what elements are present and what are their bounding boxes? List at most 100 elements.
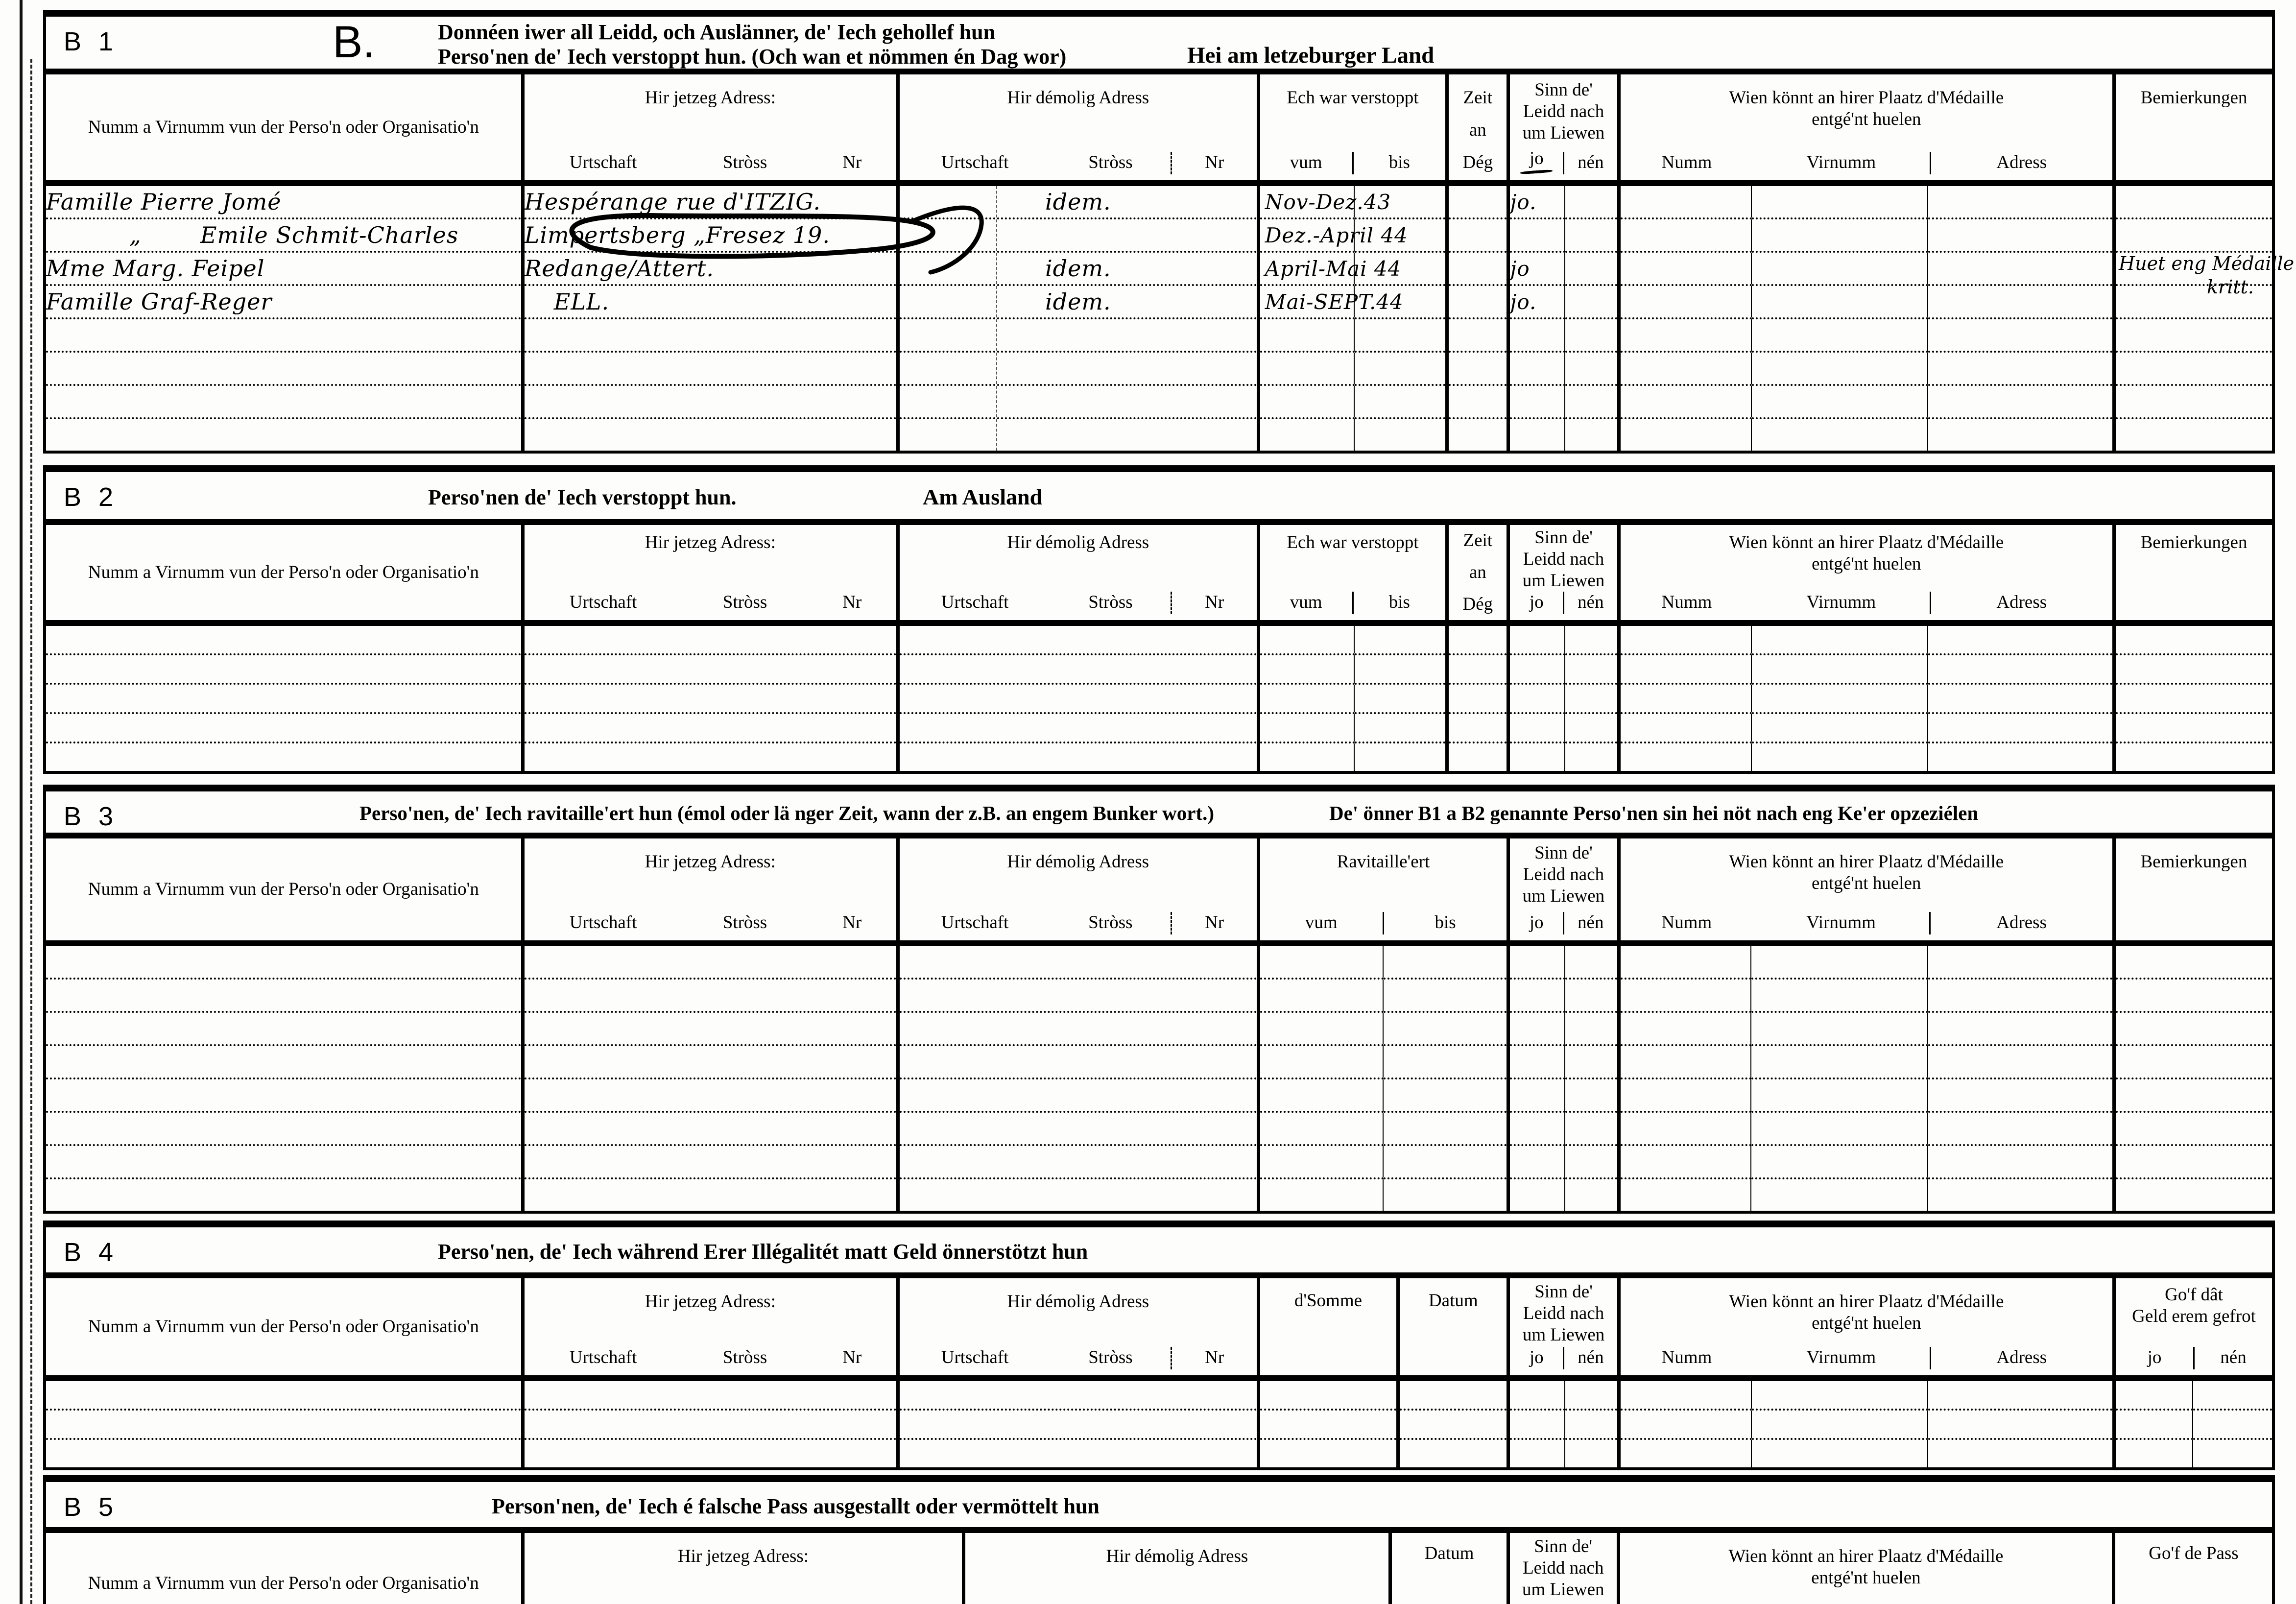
b3-empty-row: [45, 1012, 2273, 1046]
b2-empty-row: [45, 684, 2273, 714]
b4-empty-row: [45, 1439, 2273, 1469]
section-b5-table: B 5 Person'nen, de' Iech é falsche Pass …: [43, 1475, 2275, 1604]
entry-current-address: Redange/Attert.: [524, 255, 715, 282]
col-header-medal-recipient: Wien könnt an hirer Plaatz d'Médaille ent…: [1728, 1546, 2004, 1588]
col-header-hidden-period: Ech war verstoppt vum bis: [1260, 74, 1446, 180]
b1-title-line1: Donnéen iwer all Leidd, och Auslänner, d…: [438, 20, 996, 44]
b2-empty-row: [45, 742, 2273, 772]
b1-empty-row: [45, 318, 2273, 353]
col-header-medal-recipient: Wien könnt an hirer Plaatz d'Médaille ent…: [1621, 525, 2112, 620]
left-edge-dashed-line: [30, 59, 32, 1604]
col-header-hidden-period: Ech war verstoppt vum bis: [1260, 525, 1446, 620]
entry-name: Mme Marg. Feipel: [46, 255, 265, 282]
b2-section-label: B 2: [64, 482, 119, 512]
b4-section-label: B 4: [64, 1238, 119, 1267]
b2-empty-row: [45, 623, 2273, 655]
entry-name: Famille Graf-Reger: [46, 288, 272, 315]
entry-current-address: Limpertsberg „Fresez 19.: [524, 222, 830, 248]
b1-empty-row: [45, 418, 2273, 452]
entry-period: Dez.-April 44: [1265, 223, 1408, 247]
col-header-date: Datum: [1424, 1543, 1474, 1563]
col-header-days: Zeit an Dég: [1462, 88, 1493, 172]
b1-entry-row: Famille Graf-Reger ELL. idem. Mai-SEPT.4…: [45, 285, 2273, 319]
col-header-medal-recipient: Wien könnt an hirer Plaatz d'Médaille ent…: [1621, 838, 2112, 940]
b3-title-part2: De' önner B1 a B2 genannte Perso'nen sin…: [1329, 802, 1979, 824]
b2-empty-row: [45, 713, 2273, 743]
entry-former-address: idem.: [1045, 288, 1111, 315]
b3-empty-row: [45, 979, 2273, 1013]
section-b2-table: B 2 Perso'nen de' Iech verstoppt hun. Am…: [43, 465, 2275, 774]
entry-current-address: ELL.: [553, 288, 610, 315]
left-edge-line: [20, 0, 23, 1604]
b1-entry-row: „ Emile Schmit-Charles Limpertsberg „Fres…: [45, 218, 2294, 298]
col-header-medal-recipient: Wien könnt an hirer Plaatz d'Médaille ent…: [1621, 74, 2112, 180]
b1-title-row: B 1 B. Donnéen iwer all Leidd, och Auslä…: [45, 13, 2273, 74]
entry-former-address: idem.: [1045, 255, 1111, 282]
entry-remark-medal: Huet eng Médaille kritt.: [2119, 253, 2295, 298]
entry-period: April-Mai 44: [1265, 256, 1402, 281]
col-header-date: Datum: [1428, 1291, 1478, 1311]
entry-name: Emile Schmit-Charles: [200, 222, 459, 248]
b1-section-label: B 1: [64, 27, 119, 56]
entry-alive-jo: jo: [1510, 256, 1530, 281]
b4-empty-row: [45, 1410, 2273, 1440]
entry-former-address: idem.: [1045, 189, 1111, 215]
b3-title-row: B 3 Perso'nen, de' Iech ravitaille'ert h…: [45, 788, 2273, 838]
b1-title-line2: Perso'nen de' Iech verstoppt hun. (Och w…: [438, 45, 1067, 69]
col-header-medal-recipient: Wien könnt an hirer Plaatz d'Médaille ent…: [1621, 1278, 2112, 1375]
b4-title: Perso'nen, de' Iech während Erer Illégal…: [438, 1240, 1088, 1264]
col-header-remarks: Bemierkungen: [2140, 532, 2248, 552]
col-header-remarks: Bemierkungen: [2140, 88, 2248, 108]
entry-ditto-mark: „: [129, 222, 142, 248]
b1-empty-row: [45, 385, 2273, 419]
b1-header-row: Numm a Virnumm vun der Perso'n oder Orga…: [45, 72, 2273, 186]
b3-title-part1: Perso'nen, de' Iech ravitaille'ert hun (…: [359, 802, 1215, 824]
jo-underline-mark: [1520, 169, 1553, 175]
b3-empty-row: [45, 943, 2273, 980]
b3-empty-row: [45, 1178, 2273, 1212]
b2-title: Perso'nen de' Iech verstoppt hun.: [428, 485, 737, 509]
entry-period: Nov-Dez.43: [1265, 190, 1391, 214]
b1-big-letter: B.: [333, 17, 375, 67]
entry-current-address: Hespérange rue d'ITZIG.: [524, 189, 821, 215]
b2-title-note: Am Ausland: [923, 484, 1043, 509]
b3-section-label: B 3: [64, 802, 119, 831]
col-header-name-org: Numm a Virnumm vun der Perso'n oder Orga…: [88, 1573, 479, 1593]
entry-alive-jo: jo.: [1510, 190, 1537, 214]
col-header-name-org: Numm a Virnumm vun der Perso'n oder Orga…: [88, 562, 479, 582]
b1-empty-row: [45, 352, 2273, 386]
col-header-money-asked-back: Go'f dât Geld erem gefrot jo nén: [2116, 1278, 2272, 1375]
b2-empty-row: [45, 654, 2273, 685]
b1-entry-row: Famille Pierre Jomé Hespérange rue d'ITZ…: [45, 183, 2273, 219]
entry-alive-jo: jo.: [1510, 289, 1537, 314]
col-header-name-org: Numm a Virnumm vun der Perso'n oder Orga…: [88, 117, 479, 137]
entry-period: Mai-SEPT.44: [1265, 289, 1404, 314]
b3-empty-row: [45, 1078, 2273, 1113]
col-header-supplied-period: Ravitaille'ert vum bis: [1260, 838, 1507, 940]
b4-title-row: B 4 Perso'nen, de' Iech während Erer Ill…: [45, 1224, 2273, 1278]
b3-header-row: Numm a Virnumm vun der Perso'n oder Orga…: [45, 836, 2273, 946]
b5-header-row: Numm a Virnumm vun der Perso'n oder Orga…: [45, 1530, 2273, 1604]
b1-entry-row: Mme Marg. Feipel Redange/Attert. idem. A…: [45, 252, 2273, 286]
entry-name: Famille Pierre Jomé: [46, 189, 282, 215]
section-b3-table: B 3 Perso'nen, de' Iech ravitaille'ert h…: [43, 785, 2275, 1214]
col-header-name-org: Numm a Virnumm vun der Perso'n oder Orga…: [88, 879, 479, 899]
b3-empty-row: [45, 1045, 2273, 1079]
col-header-name-org: Numm a Virnumm vun der Perso'n oder Orga…: [88, 1317, 479, 1337]
section-b4-table: B 4 Perso'nen, de' Iech während Erer Ill…: [43, 1221, 2275, 1470]
col-header-remarks: Bemierkungen: [2140, 852, 2248, 872]
